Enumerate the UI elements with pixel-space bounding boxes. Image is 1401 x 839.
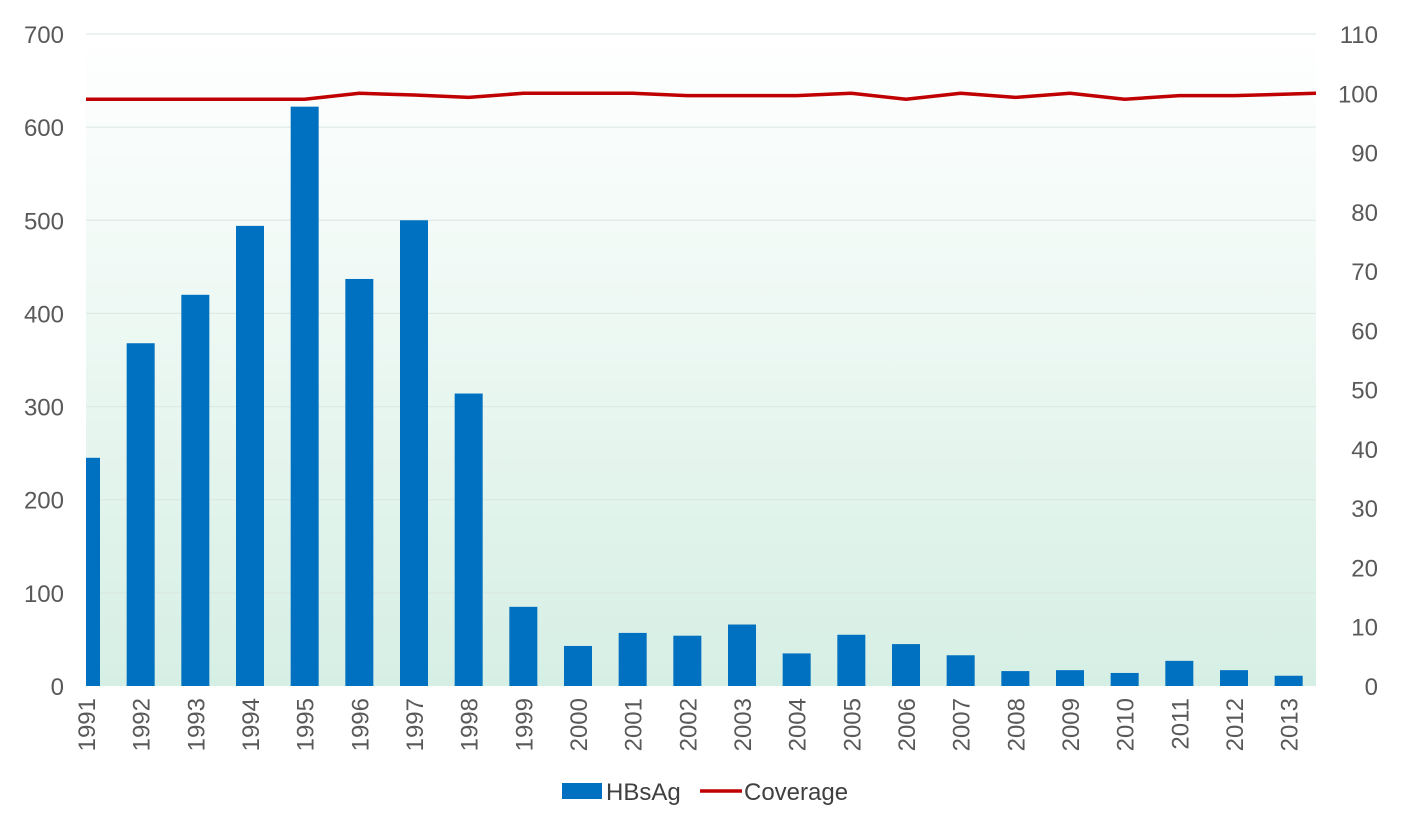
x-tick-label: 1997 bbox=[402, 698, 429, 751]
right-tick-label: 90 bbox=[1351, 141, 1378, 168]
x-tick-label: 2007 bbox=[949, 698, 976, 751]
right-tick-label: 70 bbox=[1351, 259, 1378, 286]
line-series-coverage bbox=[86, 91, 1317, 101]
right-tick-label: 30 bbox=[1351, 496, 1378, 523]
bar-1995 bbox=[290, 106, 319, 686]
x-tick-label: 2012 bbox=[1222, 698, 1249, 751]
left-tick-label: 500 bbox=[24, 208, 64, 235]
bar-2011 bbox=[1165, 660, 1194, 686]
right-tick-label: 40 bbox=[1351, 437, 1378, 464]
x-tick-label: 1991 bbox=[74, 698, 101, 751]
bar-1991 bbox=[86, 457, 100, 686]
x-tick-label: 2006 bbox=[894, 698, 921, 751]
bar-1994 bbox=[236, 225, 264, 687]
x-tick-label: 1995 bbox=[293, 698, 320, 751]
legend-swatch-hbsag bbox=[562, 783, 602, 799]
x-tick-label: 2000 bbox=[566, 698, 593, 751]
left-tick-label: 100 bbox=[24, 581, 64, 608]
x-tick-label: 2011 bbox=[1167, 698, 1194, 750]
bar-series-hbsag bbox=[86, 106, 1303, 687]
x-axis-ticks: 1991 1992 1993 1994 1995 1996 1997 1998 1999 2000… bbox=[74, 698, 1304, 751]
x-tick-label: 1994 bbox=[238, 698, 265, 751]
left-tick-label: 0 bbox=[51, 674, 64, 701]
x-tick-label: 2003 bbox=[730, 698, 757, 751]
bar-1996 bbox=[345, 278, 374, 686]
right-tick-label: 60 bbox=[1351, 318, 1378, 345]
bar-2008 bbox=[1001, 671, 1030, 686]
right-tick-label: 100 bbox=[1338, 81, 1378, 108]
x-tick-label: 2005 bbox=[839, 698, 866, 751]
bar-2000 bbox=[564, 645, 592, 686]
bar-2003 bbox=[728, 624, 756, 686]
x-tick-label: 2001 bbox=[621, 698, 648, 751]
plot-background bbox=[86, 34, 1316, 686]
legend-label-hbsag: HBsAg bbox=[606, 779, 681, 806]
right-tick-label: 20 bbox=[1351, 555, 1378, 582]
bar-2012 bbox=[1220, 670, 1248, 686]
left-tick-label: 300 bbox=[24, 395, 64, 422]
left-tick-label: 600 bbox=[24, 115, 64, 142]
left-tick-label: 200 bbox=[24, 488, 64, 515]
right-tick-label: 10 bbox=[1351, 615, 1378, 642]
bar-1998 bbox=[454, 393, 483, 686]
bar-2001 bbox=[618, 632, 647, 686]
bar-2009 bbox=[1056, 670, 1084, 686]
right-tick-label: 50 bbox=[1351, 378, 1378, 405]
legend-label-coverage: Coverage bbox=[744, 779, 848, 806]
coverage-line bbox=[86, 91, 1317, 101]
left-tick-label: 700 bbox=[24, 22, 64, 49]
x-tick-label: 1993 bbox=[183, 698, 210, 751]
x-tick-label: 1998 bbox=[457, 698, 484, 751]
bar-1992 bbox=[126, 343, 155, 686]
left-axis-ticks: 0 100 200 300 400 500 600 700 bbox=[24, 22, 64, 701]
bar-2013 bbox=[1274, 675, 1303, 686]
bar-2005 bbox=[837, 634, 866, 686]
x-tick-label: 2009 bbox=[1058, 698, 1085, 751]
x-tick-label: 2008 bbox=[1003, 698, 1030, 751]
x-tick-label: 2004 bbox=[785, 698, 812, 751]
x-tick-label: 1999 bbox=[511, 698, 538, 751]
bar-2010 bbox=[1110, 672, 1139, 686]
x-tick-label: 2010 bbox=[1113, 698, 1140, 751]
bar-2007 bbox=[946, 655, 975, 686]
bar-2006 bbox=[892, 644, 920, 686]
bar-1999 bbox=[509, 606, 538, 686]
right-axis-ticks: 0 10 20 30 40 50 60 70 80 90 100 110 bbox=[1338, 22, 1378, 701]
x-tick-label: 2002 bbox=[675, 698, 702, 751]
x-tick-label: 1996 bbox=[347, 698, 374, 751]
bar-1993 bbox=[181, 294, 210, 686]
bar-2002 bbox=[673, 635, 702, 686]
bar-2004 bbox=[782, 653, 811, 686]
left-tick-label: 400 bbox=[24, 301, 64, 328]
x-tick-label: 2013 bbox=[1277, 698, 1304, 751]
x-tick-label: 1992 bbox=[129, 698, 156, 751]
legend: HBsAg Coverage bbox=[562, 779, 848, 806]
right-tick-label: 0 bbox=[1365, 674, 1378, 701]
right-tick-label: 80 bbox=[1351, 200, 1378, 227]
right-tick-label: 110 bbox=[1340, 22, 1378, 49]
bar-1997 bbox=[400, 220, 428, 687]
